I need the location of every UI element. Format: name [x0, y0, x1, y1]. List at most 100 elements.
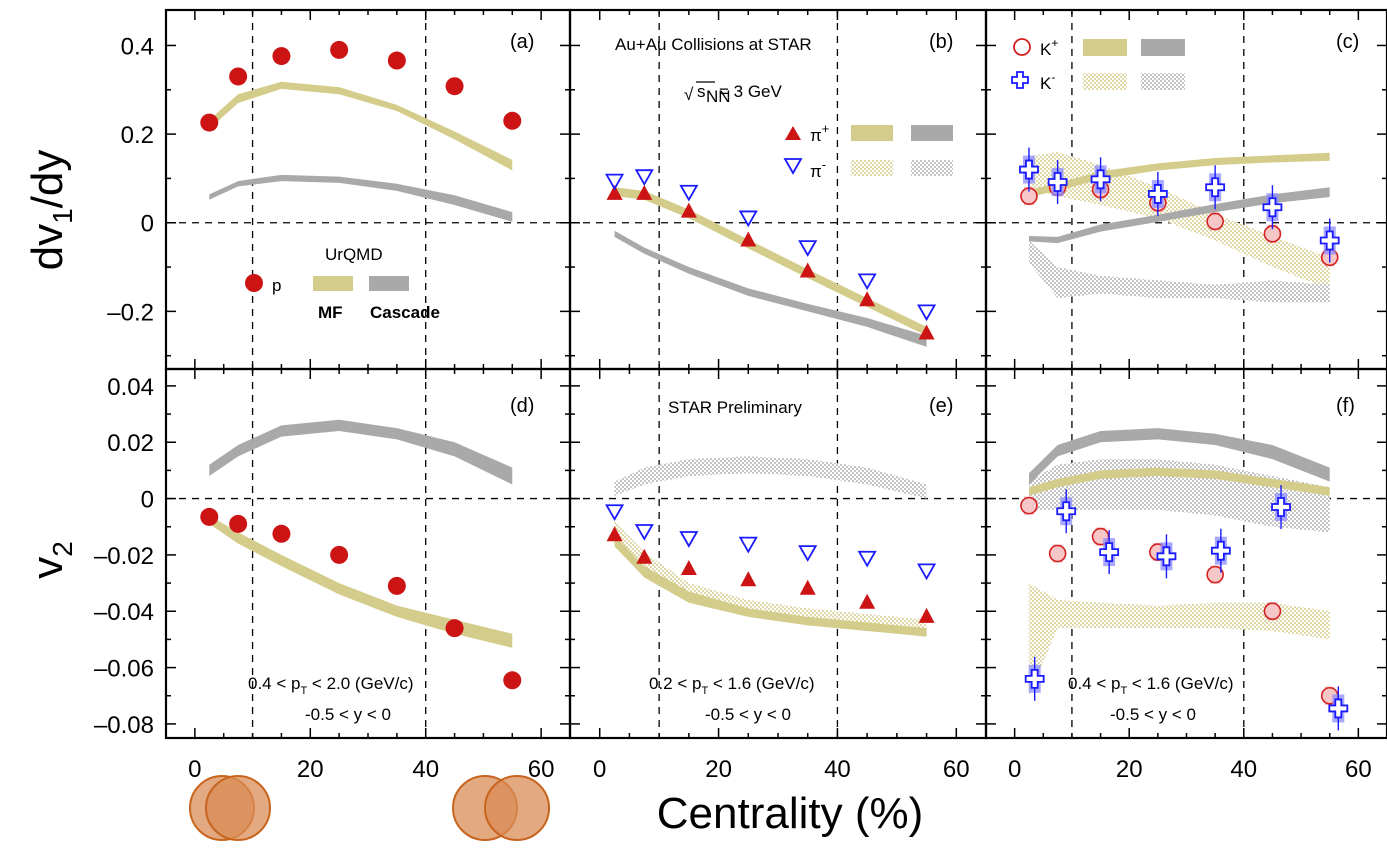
marker-b--minus-0 [605, 173, 625, 191]
marker-c-K-minus-3 [1147, 184, 1168, 204]
panel-label-b: (b) [929, 31, 953, 53]
band-cascade [1028, 187, 1330, 244]
marker-f-K-minus-5 [1271, 497, 1291, 517]
marker-e--minus-1 [634, 524, 654, 541]
legend-proton-marker [245, 274, 263, 292]
marker-c-K-minus-6 [1319, 230, 1340, 251]
y-tick-label: –0.08 [94, 712, 154, 739]
svg-text:π+: π+ [810, 121, 829, 145]
marker-d-p-5 [445, 619, 464, 638]
marker-e--plus-5 [859, 593, 876, 609]
panel-d-data [166, 369, 570, 738]
svg-text:s: s [697, 82, 706, 101]
marker-f-K-plus-5 [1263, 602, 1282, 621]
panel-b [568, 8, 988, 371]
band-mf [1028, 152, 1330, 198]
marker-f-K-minus-4 [1210, 540, 1231, 561]
marker-f-K-minus-6 [1328, 698, 1349, 719]
marker-b--minus-4 [798, 240, 818, 257]
panel-label-f: (f) [1336, 395, 1355, 417]
x-tick-label: 20 [297, 756, 324, 783]
star-preliminary: STAR Preliminary [668, 398, 802, 417]
marker-b--plus-4 [799, 262, 816, 278]
legend-cascade-swatch [369, 276, 409, 291]
band-mf [614, 187, 927, 336]
x-tick-label: 0 [188, 756, 201, 783]
svg-text:√: √ [684, 85, 694, 104]
marker-f-K-plus-4 [1206, 565, 1224, 584]
y-axis-title-top-sub: 1 [47, 208, 78, 224]
marker-e--minus-5 [857, 550, 877, 568]
marker-a-p-5 [445, 77, 464, 96]
legend-kaons: K+ K- [1011, 36, 1185, 93]
marker-f-K-minus-0 [1024, 668, 1045, 689]
marker-e--plus-1 [636, 548, 653, 564]
x-tick-label: 20 [705, 756, 732, 783]
y-tick-label: 0.2 [121, 122, 154, 149]
marker-b--minus-2 [679, 184, 699, 202]
band-mf [614, 535, 927, 637]
marker-e--minus-6 [917, 563, 937, 581]
y-cut-f: -0.5 < y < 0 [1110, 705, 1196, 724]
x-tick-label: 0 [1008, 756, 1021, 783]
svg-text:K-: K- [1040, 70, 1055, 93]
band-cascade [1028, 428, 1330, 485]
band-mf [209, 515, 513, 648]
panel-a-data [166, 10, 570, 369]
panel-label-c: (c) [1336, 31, 1359, 53]
pt-cut-f: 0.4 < pT < 1.6 (GeV/c) [1068, 674, 1234, 697]
y-tick-label: 0 [141, 487, 154, 514]
marker-e--minus-0 [605, 504, 625, 522]
legend-pi-minus-mf [851, 160, 893, 176]
legend-pions: π+ π- [783, 121, 953, 181]
marker-b--minus-6 [917, 304, 937, 322]
legend-urqmd: UrQMD p MF Cascade [245, 245, 440, 322]
y-tick-label: 0.02 [107, 430, 154, 457]
svg-text:π-: π- [810, 157, 826, 181]
panel-f: 0 20 40 60 [984, 367, 1387, 783]
svg-text:Cascade: Cascade [370, 303, 440, 322]
marker-e--plus-3 [740, 571, 757, 587]
marker-c-K-minus-1 [1047, 172, 1068, 192]
y-tick-label: –0.04 [94, 599, 154, 626]
svg-text:p: p [272, 276, 281, 295]
svg-text:= 3 GeV: = 3 GeV [719, 82, 783, 101]
marker-a-p-2 [272, 47, 291, 66]
marker-e--minus-3 [738, 536, 758, 554]
panel-f-data [986, 369, 1387, 738]
panel-c-data [986, 10, 1387, 369]
marker-b--minus-3 [738, 210, 758, 228]
legend-k-plus-mf [1083, 39, 1127, 56]
pt-cut-e: 0.2 < pT < 1.6 (GeV/c) [649, 674, 815, 697]
marker-d-p-0 [200, 507, 219, 526]
peripheral-collision-glyph [452, 775, 550, 841]
marker-d-p-2 [272, 524, 291, 543]
panel-label-d: (d) [510, 395, 534, 417]
marker-a-p-0 [200, 113, 219, 132]
energy-label: √ s NN = 3 GeV [684, 81, 783, 106]
band-cascade [209, 174, 513, 222]
svg-text:NN: NN [706, 87, 731, 106]
hatched-band--mf [614, 521, 927, 631]
marker-c-K-minus-4 [1205, 177, 1226, 198]
band-mf [1028, 467, 1330, 496]
marker-e--plus-2 [680, 559, 697, 575]
y-axis-title-bottom: v2 [23, 541, 78, 579]
y-tick-label: 0.4 [121, 33, 154, 60]
x-tick-label: 20 [1116, 756, 1143, 783]
hatched-band-k-mf [1028, 583, 1330, 696]
marker-e--minus-2 [679, 531, 699, 548]
y-tick-label: –0.2 [107, 299, 154, 326]
pt-cut-d: 0.4 < pT < 2.0 (GeV/c) [248, 674, 414, 697]
y-axis-title-top: dv1/dy [23, 150, 78, 271]
svg-text:MF: MF [318, 303, 343, 322]
marker-f-K-plus-0 [1020, 496, 1038, 515]
marker-f-K-minus-2 [1099, 542, 1120, 562]
marker-c-K-minus-5 [1262, 197, 1283, 218]
band-cascade [614, 230, 927, 347]
marker-a-p-1 [229, 67, 248, 86]
marker-c-K-minus-0 [1019, 159, 1039, 180]
marker-d-p-3 [330, 545, 349, 564]
marker-f-K-minus-3 [1156, 546, 1177, 567]
central-collision-glyph [189, 775, 271, 841]
